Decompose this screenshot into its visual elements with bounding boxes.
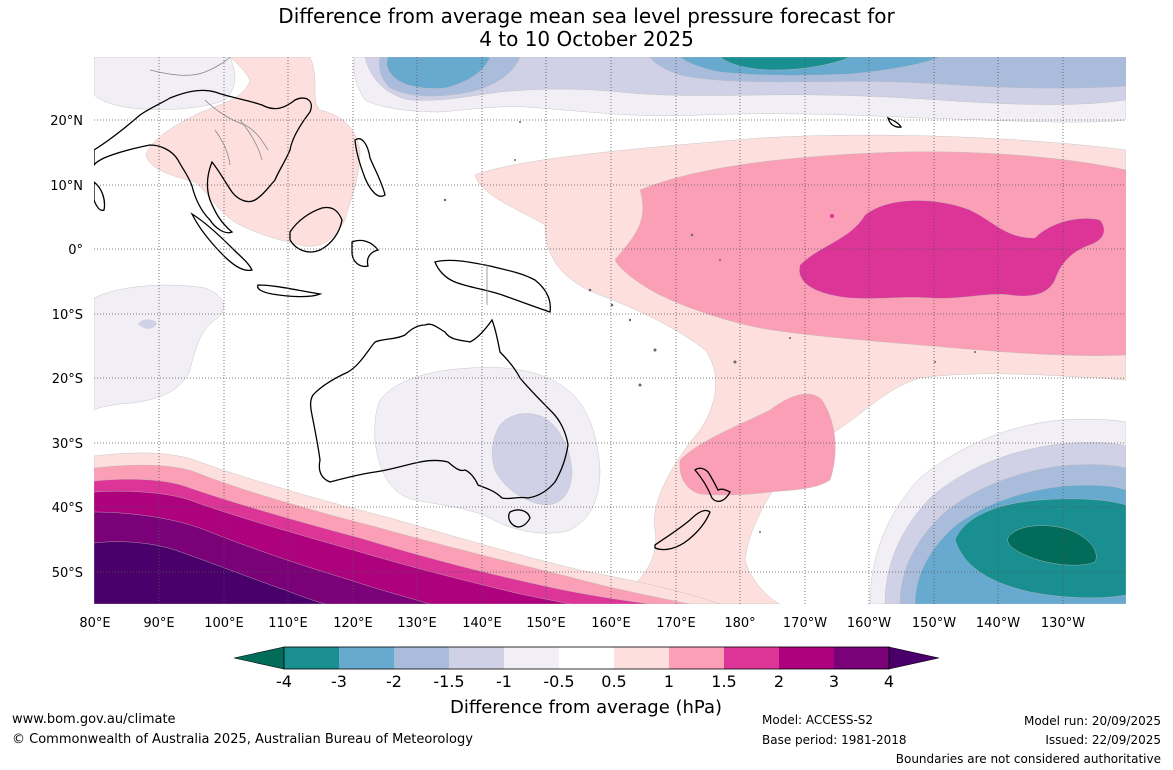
footer-issued: Issued: 22/09/2025 <box>1045 733 1161 747</box>
lat-label: 0° <box>68 243 83 258</box>
colorbar-outline <box>283 646 890 670</box>
footer-base-period: Base period: 1981-2018 <box>762 733 907 747</box>
colorbar-swatch <box>724 647 779 669</box>
lon-label: 140°W <box>976 616 1020 631</box>
lon-label: 140°E <box>462 616 502 631</box>
colorbar-swatch <box>394 647 449 669</box>
coastline-hawaii <box>886 116 903 128</box>
graticule <box>94 57 1126 604</box>
lat-label: 10°S <box>52 308 83 323</box>
lon-label: 130°E <box>397 616 437 631</box>
map-title-line-1: Difference from average mean sea level p… <box>278 4 895 28</box>
colorbar-swatch <box>669 647 724 669</box>
lat-label: 30°S <box>52 437 83 452</box>
anomaly-region-se-pacific--4 <box>1007 525 1097 566</box>
coastline-sumatra <box>190 212 253 272</box>
coastline-new-zealand-south <box>654 509 711 551</box>
lon-label: 150°W <box>912 616 956 631</box>
lat-label: 20°N <box>50 114 83 129</box>
lat-label: 40°S <box>52 501 83 516</box>
coastline-mainland-asia <box>94 89 312 234</box>
coastline-borneo <box>289 206 343 253</box>
lon-label: 150°E <box>526 616 566 631</box>
lon-label: 170°W <box>783 616 827 631</box>
colorbar-swatch <box>614 647 669 669</box>
anomaly-region-pacific-1.5 <box>799 200 1105 299</box>
lon-label: 170°E <box>656 616 696 631</box>
colorbar-swatch <box>559 647 614 669</box>
lon-label: 180° <box>724 616 755 631</box>
lat-label: 50°S <box>52 566 83 581</box>
colorbar-tick: -1 <box>496 672 512 691</box>
coastlines <box>94 89 903 551</box>
anomaly-region-indian--0.5 <box>94 284 224 411</box>
anomaly-region-se-asia-0.5 <box>145 57 361 247</box>
anomaly-region-south-4 <box>94 541 326 604</box>
country-borders <box>149 57 488 305</box>
colorbar-over-arrow <box>888 646 940 670</box>
coastline-tasmania <box>508 509 531 528</box>
lon-label: 110°E <box>268 616 308 631</box>
lon-label: 160°E <box>591 616 631 631</box>
footer-model-run: Model run: 20/09/2025 <box>1023 714 1161 728</box>
colorbar-tick: 0.5 <box>601 672 626 691</box>
lon-label: 100°E <box>204 616 244 631</box>
anomaly-region-north--3 <box>719 57 851 71</box>
anomaly-region-tasman-1 <box>679 393 836 496</box>
colorbar-swatch <box>779 647 834 669</box>
lat-label: 20°S <box>52 372 83 387</box>
colorbar-swatch <box>449 647 504 669</box>
anomaly-region-australia--1 <box>492 413 573 506</box>
colorbar-swatches <box>233 646 940 670</box>
colorbar-tick: 4 <box>884 672 894 691</box>
colorbar-swatch <box>339 647 394 669</box>
coastline-new-zealand-north <box>694 467 731 502</box>
footer-copyright: © Commonwealth of Australia 2025, Austra… <box>12 732 473 747</box>
lon-label: 130°W <box>1041 616 1085 631</box>
anomaly-region-indian--1 <box>138 319 157 329</box>
map-area <box>94 57 1126 604</box>
colorbar-tick: 2 <box>774 672 784 691</box>
colorbar-tick: 1.5 <box>711 672 736 691</box>
small-islands <box>443 121 976 533</box>
colorbar-tick: 3 <box>829 672 839 691</box>
colorbar-swatch <box>504 647 559 669</box>
colorbar-tick: -4 <box>276 672 292 691</box>
anomaly-region-north--1.5 <box>379 57 1126 97</box>
colorbar-tick: -2 <box>386 672 402 691</box>
footer-disclaimer: Boundaries are not considered authoritat… <box>895 752 1161 766</box>
footer-model: Model: ACCESS-S2 <box>762 713 874 727</box>
lon-label: 160°W <box>847 616 891 631</box>
coastline-philippines <box>354 138 386 197</box>
colorbar-swatch <box>284 647 339 669</box>
colorbar-under-arrow <box>233 646 285 670</box>
colorbar-swatch <box>834 647 889 669</box>
colorbar-tick: -1.5 <box>433 672 464 691</box>
coastline-new-guinea <box>434 259 551 313</box>
colorbar-title: Difference from average (hPa) <box>450 697 722 718</box>
longitude-labels: 80°E 90°E 100°E 110°E 120°E 130°E 140°E … <box>79 616 1085 631</box>
anomaly-region-nw--0.5 <box>94 57 236 110</box>
colorbar-ticks: -4 -3 -2 -1.5 -1 -0.5 0.5 1 1.5 2 3 4 <box>276 672 894 691</box>
coastline-java <box>256 284 323 298</box>
lon-label: 80°E <box>79 616 110 631</box>
colorbar: -4 -3 -2 -1.5 -1 -0.5 0.5 1 1.5 2 3 4 Di… <box>233 646 940 718</box>
footer-url: www.bom.gov.au/climate <box>12 712 176 727</box>
map-title-line-2: 4 to 10 October 2025 <box>479 27 694 51</box>
lon-label: 90°E <box>143 616 174 631</box>
latitude-labels: 20°N 10°N 0° 10°S 20°S 30°S 40°S 50°S <box>50 114 83 581</box>
colorbar-tick: 1 <box>664 672 674 691</box>
coastline-india-tip <box>94 181 106 212</box>
coastline-australia <box>309 318 569 500</box>
lon-label: 120°E <box>333 616 373 631</box>
lat-label: 10°N <box>50 179 83 194</box>
coastline-sulawesi <box>351 239 380 268</box>
colorbar-tick: -0.5 <box>543 672 574 691</box>
colorbar-tick: -3 <box>331 672 347 691</box>
